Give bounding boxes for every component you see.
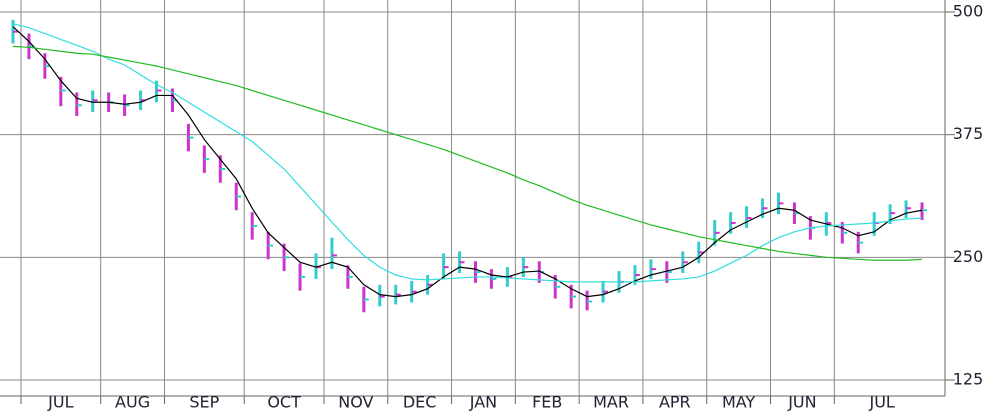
x-tick-label: JUL	[868, 393, 894, 412]
x-tick-label: OCT	[267, 393, 301, 412]
moving-average-line	[12, 26, 923, 298]
y-tick-label: 500	[953, 2, 984, 21]
moving-average-line	[12, 23, 923, 283]
y-tick-label: 375	[953, 124, 984, 143]
x-tick-label: DEC	[403, 393, 437, 412]
y-tick-label: 250	[953, 247, 984, 266]
x-tick-label: JAN	[469, 393, 497, 412]
y-tick-label: 125	[953, 370, 984, 389]
x-tick-label: JUL	[47, 393, 73, 412]
x-tick-label: MAR	[593, 393, 629, 412]
x-tick-label: APR	[659, 393, 691, 412]
x-tick-label: JUN	[787, 393, 816, 412]
x-tick-label: FEB	[532, 393, 562, 412]
moving-average-line	[12, 45, 923, 261]
x-tick-label: AUG	[115, 393, 150, 412]
x-tick-label: SEP	[189, 393, 219, 412]
x-tick-label: NOV	[338, 393, 373, 412]
x-tick-label: MAY	[722, 393, 756, 412]
